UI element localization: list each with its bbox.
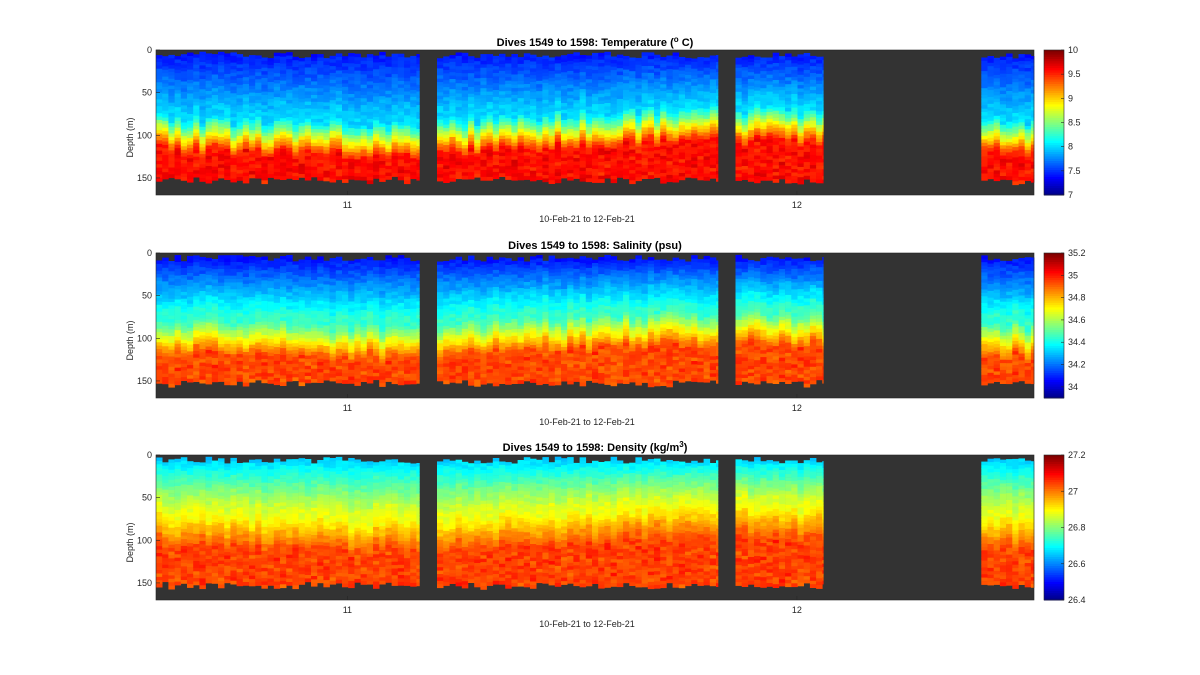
y-tick-label: 50 (142, 291, 152, 301)
colorbar-tick-label: 7 (1068, 190, 1073, 200)
data-segment-0 (156, 51, 420, 185)
colorbar-tick-label: 26.6 (1068, 559, 1086, 569)
chart-title: Dives 1549 to 1598: Density (kg/m3) (503, 440, 688, 454)
panel-1: Dives 1549 to 1598: Salinity (psu) 0 50 100… (125, 240, 1086, 427)
chart-title: Dives 1549 to 1598: Salinity (psu) (508, 240, 682, 252)
y-tick-label: 150 (137, 173, 152, 183)
data-segment-0 (156, 456, 420, 590)
x-tick-label: 12 (792, 403, 802, 413)
data-segment-1 (437, 51, 719, 185)
y-tick-label: 100 (137, 333, 152, 343)
data-segment-3 (981, 458, 1035, 589)
colorbar-tick-label: 26.8 (1068, 523, 1086, 533)
chart-title: Dives 1549 to 1598: Temperature (o C) (497, 35, 694, 49)
colorbar-tick-label: 27 (1068, 486, 1078, 496)
colorbar-tick-label: 7.5 (1068, 166, 1081, 176)
panel-2: Dives 1549 to 1598: Density (kg/m3) 0 50 10… (125, 440, 1086, 629)
panel-0: Dives 1549 to 1598: Temperature (o C) 0 50… (125, 35, 1081, 224)
colorbar-tick-label: 27.2 (1068, 450, 1086, 460)
y-axis-label: Depth (m) (125, 320, 135, 360)
y-tick-label: 150 (137, 376, 152, 386)
axes-frame (155, 454, 1035, 601)
x-tick-label: 11 (343, 200, 352, 210)
colorbar: 35.2 35 34.8 34.6 34.4 34.2 34 (1043, 248, 1086, 399)
colorbar-tick-label: 8.5 (1068, 118, 1081, 128)
x-tick-label: 12 (792, 200, 802, 210)
y-tick-label: 0 (147, 45, 152, 55)
x-tick-label: 11 (343, 403, 352, 413)
data-segment-1 (437, 254, 719, 388)
x-axis-label: 10-Feb-21 to 12-Feb-21 (539, 214, 635, 224)
x-axis-label: 10-Feb-21 to 12-Feb-21 (539, 417, 635, 427)
y-axis-label: Depth (m) (125, 522, 135, 562)
y-tick-label: 0 (147, 248, 152, 258)
axes-frame (155, 252, 1035, 399)
x-tick-label: 12 (792, 605, 802, 615)
colorbar-tick-label: 9 (1068, 93, 1073, 103)
colorbar: 10 9.5 9 8.5 8 7.5 7 (1043, 45, 1081, 200)
data-segment-3 (981, 255, 1035, 386)
colorbar-tick-label: 26.4 (1068, 595, 1086, 605)
y-tick-label: 100 (137, 535, 152, 545)
colorbar-tick-label: 34 (1068, 382, 1078, 392)
data-segment-0 (156, 255, 420, 388)
y-tick-label: 50 (142, 88, 152, 98)
colorbar-tick-label: 34.8 (1068, 293, 1086, 303)
data-segment-2 (735, 52, 824, 185)
y-tick-label: 0 (147, 450, 152, 460)
x-tick-label: 11 (343, 605, 352, 615)
colorbar-tick-label: 9.5 (1068, 69, 1081, 79)
colorbar-tick-label: 35.2 (1068, 248, 1086, 258)
y-tick-label: 150 (137, 578, 152, 588)
colorbar-tick-label: 34.6 (1068, 315, 1086, 325)
colorbar-tick-label: 34.4 (1068, 337, 1086, 347)
axes-frame (155, 49, 1035, 196)
colorbar-tick-label: 34.2 (1068, 360, 1086, 370)
y-axis-label: Depth (m) (125, 117, 135, 157)
colorbar: 27.2 27 26.8 26.6 26.4 (1043, 450, 1086, 605)
data-segment-3 (981, 53, 1035, 186)
data-segment-2 (735, 457, 824, 589)
y-tick-label: 100 (137, 130, 152, 140)
colorbar-tick-label: 8 (1068, 142, 1073, 152)
data-segment-2 (735, 254, 824, 388)
data-segment-1 (437, 456, 719, 590)
colorbar-tick-label: 35 (1068, 270, 1078, 280)
y-tick-label: 50 (142, 493, 152, 503)
colorbar-tick-label: 10 (1068, 45, 1078, 55)
x-axis-label: 10-Feb-21 to 12-Feb-21 (539, 619, 635, 629)
